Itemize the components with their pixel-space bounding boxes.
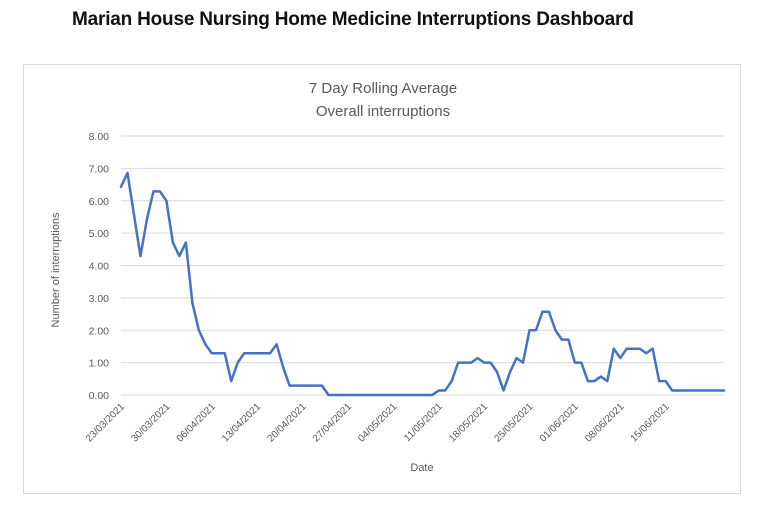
axes: 0.00 1.00 2.00 3.00 4.00 5.00 6.00 7.00 8.00 23/0… xyxy=(84,131,672,445)
page-title: Marian House Nursing Home Medicine Inter… xyxy=(72,9,634,30)
y-tick-label: 3.00 xyxy=(89,293,110,305)
chart-subtitle: Overall interruptions xyxy=(316,103,450,120)
x-tick-label: 01/06/2021 xyxy=(538,401,581,444)
x-tick-label: 18/05/2021 xyxy=(447,401,490,444)
x-tick-label: 20/04/2021 xyxy=(265,401,308,444)
x-axis-title: Date xyxy=(410,462,433,474)
series-line-layer xyxy=(119,171,726,397)
x-tick-label: 04/05/2021 xyxy=(356,401,399,444)
y-tick-label: 6.00 xyxy=(89,196,110,208)
x-tick-label: 06/04/2021 xyxy=(175,401,218,444)
y-tick-label: 8.00 xyxy=(89,131,110,143)
x-tick-label: 27/04/2021 xyxy=(311,401,354,444)
x-tick-label: 23/03/2021 xyxy=(84,401,127,444)
y-tick-label: 2.00 xyxy=(89,325,110,337)
x-tick-label: 13/04/2021 xyxy=(220,401,263,444)
y-tick-label: 7.00 xyxy=(89,163,110,175)
x-tick-label: 11/05/2021 xyxy=(402,401,445,444)
x-tick-label: 15/06/2021 xyxy=(629,401,672,444)
chart-container: 0.00 1.00 2.00 3.00 4.00 5.00 6.00 7.00 8.00 23/0… xyxy=(23,64,741,494)
chart-title: 7 Day Rolling Average xyxy=(309,80,457,97)
x-tick-label: 08/06/2021 xyxy=(583,401,626,444)
y-tick-label: 5.00 xyxy=(89,228,110,240)
x-tick-label: 25/05/2021 xyxy=(492,401,535,444)
y-tick-label: 4.00 xyxy=(89,261,110,273)
rolling-average-chart: 0.00 1.00 2.00 3.00 4.00 5.00 6.00 7.00 8.00 23/0… xyxy=(50,80,726,474)
x-tick-label: 30/03/2021 xyxy=(129,401,172,444)
y-tick-label: 0.00 xyxy=(89,390,110,402)
series-line xyxy=(119,171,726,397)
y-tick-label: 1.00 xyxy=(89,358,110,370)
grid-lines xyxy=(121,135,724,396)
y-axis-title: Number of interruptions xyxy=(50,212,62,327)
